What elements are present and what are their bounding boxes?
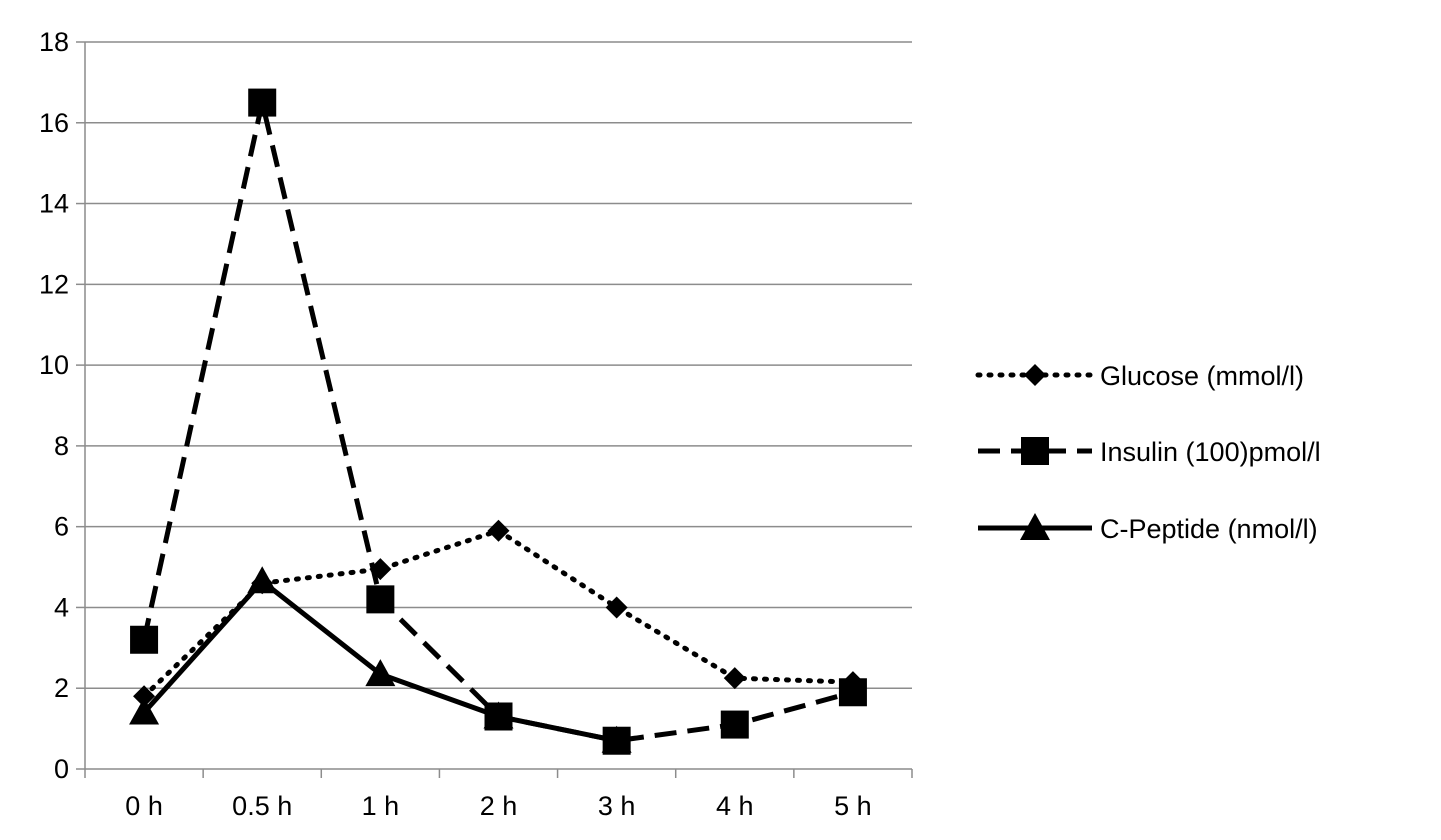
legend-item-c-peptide-nmol-l: C-Peptide (nmol/l) xyxy=(978,513,1318,544)
legend-label: C-Peptide (nmol/l) xyxy=(1100,514,1318,544)
y-tick-label: 14 xyxy=(39,189,69,219)
data-point-insulin-100-pmol-l xyxy=(366,585,395,614)
legend-marker-glucose-mmol-l xyxy=(1024,364,1046,386)
data-point-insulin-100-pmol-l xyxy=(130,625,159,654)
x-tick-label: 2 h xyxy=(480,791,518,821)
x-axis-ticks: 0 h 0.5 h 1 h 2 h 3 h 4 h 5 h xyxy=(84,769,913,821)
legend-marker-insulin-100-pmol-l xyxy=(1021,437,1049,465)
y-tick-label: 16 xyxy=(39,108,69,138)
data-point-c-peptide-nmol-l xyxy=(365,659,396,687)
series-line-glucose-mmol-l xyxy=(141,528,856,699)
x-tick-label: 5 h xyxy=(834,791,872,821)
series-line-insulin-100-pmol-l xyxy=(141,100,854,744)
series-layer xyxy=(129,88,867,755)
y-axis-ticks: 0 2 4 6 8 10 12 14 16 18 xyxy=(39,27,85,784)
x-tick-label: 0 h xyxy=(125,791,163,821)
y-tick-label: 2 xyxy=(54,673,69,703)
y-tick-label: 18 xyxy=(39,27,69,57)
data-point-insulin-100-pmol-l xyxy=(248,88,277,117)
y-tick-label: 8 xyxy=(54,431,69,461)
legend-label: Insulin (100)pmol/l xyxy=(1100,437,1321,467)
gridlines xyxy=(85,41,912,689)
x-tick-label: 1 h xyxy=(362,791,400,821)
data-point-c-peptide-nmol-l xyxy=(247,566,278,594)
axes xyxy=(84,42,912,770)
data-point-insulin-100-pmol-l xyxy=(838,678,867,707)
y-tick-label: 0 xyxy=(54,754,69,784)
x-tick-label: 3 h xyxy=(598,791,636,821)
x-tick-label: 4 h xyxy=(716,791,754,821)
data-point-glucose-mmol-l xyxy=(487,519,510,542)
y-tick-label: 10 xyxy=(39,350,69,380)
y-tick-label: 6 xyxy=(54,512,69,542)
data-point-c-peptide-nmol-l xyxy=(601,725,632,753)
legend-item-glucose-mmol-l: Glucose (mmol/l) xyxy=(975,361,1304,391)
data-point-insulin-100-pmol-l xyxy=(720,710,749,739)
series-insulin-100-pmol-l xyxy=(130,88,867,755)
y-tick-label: 4 xyxy=(54,592,69,622)
data-point-glucose-mmol-l xyxy=(605,596,628,619)
legend-label: Glucose (mmol/l) xyxy=(1100,361,1304,391)
series-glucose-mmol-l xyxy=(133,519,864,708)
data-point-c-peptide-nmol-l xyxy=(129,697,160,725)
data-point-glucose-mmol-l xyxy=(133,685,156,708)
legend-marker-c-peptide-nmol-l xyxy=(1020,513,1050,540)
legend: Glucose (mmol/l) Insulin (100)pmol/l C-Pep… xyxy=(975,361,1321,544)
series-c-peptide-nmol-l xyxy=(129,566,632,753)
x-tick-label: 0.5 h xyxy=(232,791,292,821)
y-tick-label: 12 xyxy=(39,269,69,299)
data-point-c-peptide-nmol-l xyxy=(483,701,514,729)
data-point-glucose-mmol-l xyxy=(723,667,746,690)
legend-item-insulin-100-pmol-l: Insulin (100)pmol/l xyxy=(978,437,1321,467)
